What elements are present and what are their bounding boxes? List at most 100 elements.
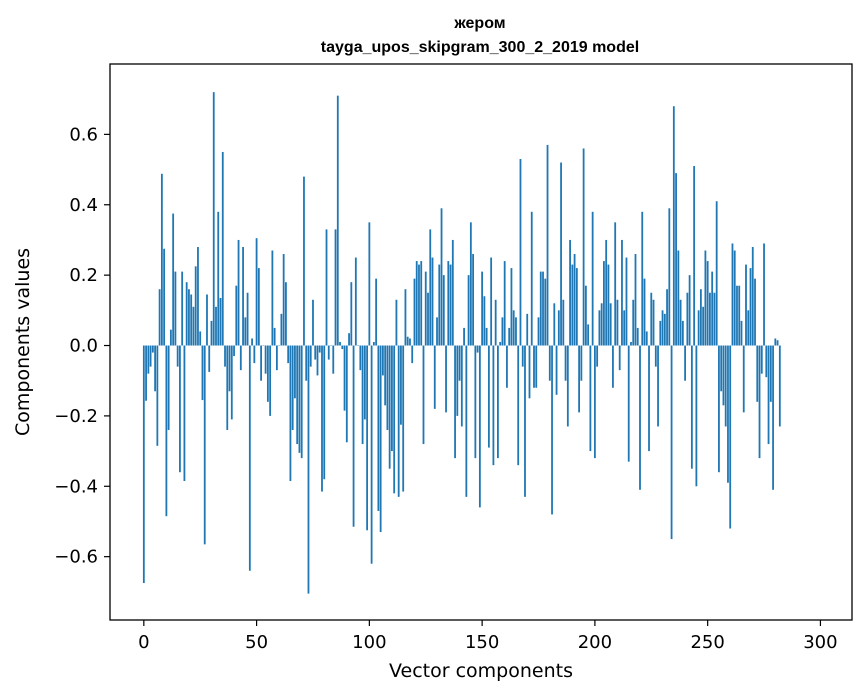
- bar: [366, 345, 368, 531]
- bar: [257, 268, 260, 346]
- bar: [354, 257, 357, 346]
- bar: [300, 345, 303, 459]
- bar: [165, 345, 168, 517]
- bar: [555, 345, 558, 395]
- bar: [621, 239, 623, 346]
- bar: [639, 345, 641, 490]
- bar: [418, 264, 420, 346]
- bar: [305, 345, 308, 381]
- bar: [774, 338, 777, 346]
- bar: [208, 345, 211, 372]
- bar: [778, 345, 781, 427]
- bar: [494, 299, 497, 346]
- bar: [424, 271, 427, 346]
- bar: [352, 345, 355, 527]
- y-tick-label: 0.0: [69, 336, 98, 357]
- bar: [255, 238, 258, 346]
- x-axis-title: Vector components: [389, 660, 573, 682]
- bar: [285, 282, 287, 346]
- bar: [481, 271, 484, 346]
- x-tick-label: 250: [690, 632, 724, 653]
- bar: [571, 264, 574, 346]
- bar: [677, 250, 680, 346]
- bar: [537, 317, 540, 346]
- bar: [749, 268, 752, 346]
- bar: [476, 345, 479, 353]
- bar: [406, 336, 409, 346]
- bar: [485, 327, 488, 346]
- bar: [506, 345, 508, 388]
- bar: [221, 151, 224, 346]
- bar: [487, 345, 490, 448]
- bar: [316, 345, 319, 376]
- bar: [654, 345, 657, 367]
- bar: [467, 275, 470, 346]
- bar: [668, 208, 671, 346]
- bar: [427, 292, 429, 346]
- bar: [451, 239, 454, 346]
- bar: [720, 345, 723, 392]
- bar: [747, 310, 750, 346]
- bar: [341, 345, 344, 350]
- bar: [197, 246, 199, 346]
- bar: [154, 345, 156, 392]
- bar: [296, 345, 299, 445]
- bar: [318, 345, 321, 353]
- bar: [769, 345, 772, 402]
- bar: [679, 299, 682, 346]
- bar: [275, 345, 278, 371]
- bar: [557, 310, 560, 346]
- y-tick-label: −0.4: [54, 476, 98, 497]
- bar: [733, 250, 736, 346]
- bar: [160, 173, 163, 346]
- bar: [709, 292, 711, 346]
- bar: [273, 327, 276, 346]
- bar: [578, 345, 580, 413]
- bar: [562, 299, 565, 346]
- y-tick-label: 0.6: [69, 124, 98, 145]
- bar: [573, 254, 576, 346]
- bar: [589, 345, 592, 452]
- bar: [395, 299, 398, 346]
- bar: [566, 345, 569, 427]
- bar: [474, 345, 477, 459]
- x-tick-label: 150: [465, 632, 499, 653]
- y-axis: −0.6 −0.4 −0.2 0.0 0.2 0.4 0.6: [54, 124, 110, 568]
- bar: [551, 345, 553, 515]
- bar: [521, 345, 524, 367]
- bar: [634, 254, 637, 346]
- bar: [188, 289, 190, 346]
- bar: [483, 296, 486, 346]
- bar: [465, 345, 468, 497]
- bar: [767, 345, 770, 445]
- bar: [397, 345, 400, 497]
- bar: [765, 345, 768, 378]
- bar: [348, 333, 350, 346]
- bar: [336, 95, 339, 346]
- bar: [575, 268, 578, 346]
- bar: [564, 345, 567, 381]
- bar: [334, 229, 337, 346]
- bar: [145, 345, 147, 401]
- bar: [185, 282, 188, 346]
- x-tick-label: 300: [803, 632, 837, 653]
- bar: [361, 345, 364, 445]
- bar: [206, 294, 208, 346]
- bar: [167, 345, 170, 430]
- bar: [303, 176, 305, 346]
- bar: [598, 310, 601, 346]
- bar: [754, 278, 756, 346]
- x-tick-label: 50: [245, 632, 268, 653]
- bar: [544, 278, 547, 346]
- bar: [442, 275, 445, 346]
- bar: [684, 345, 686, 381]
- bar: [688, 275, 691, 346]
- bar: [722, 345, 725, 406]
- bar: [641, 211, 644, 346]
- bar: [415, 261, 418, 346]
- bar: [670, 345, 673, 540]
- bar: [704, 250, 707, 346]
- bar: [630, 342, 632, 346]
- bar: [526, 313, 529, 346]
- bar: [422, 345, 425, 445]
